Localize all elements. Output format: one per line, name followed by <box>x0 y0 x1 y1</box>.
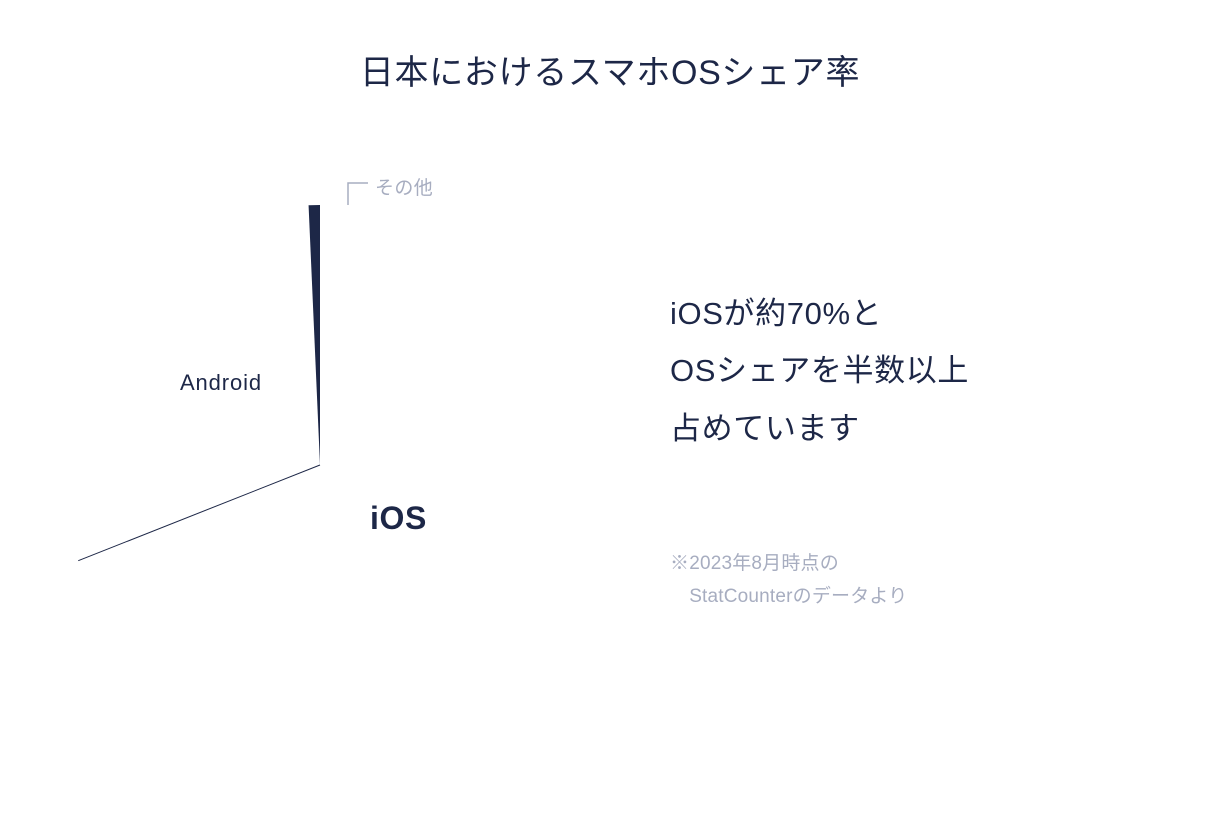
side-note-text: ※2023年8月時点の StatCounterのデータより <box>670 547 1190 614</box>
side-main-text: iOSが約70%と OSシェアを半数以上 占めています <box>670 285 1190 457</box>
chart-title: 日本におけるスマホOSシェア率 <box>0 45 1220 94</box>
other-callout-label: その他 <box>375 173 433 200</box>
pie-chart <box>60 205 580 725</box>
pie-svg <box>60 205 580 725</box>
side-text-block: iOSが約70%と OSシェアを半数以上 占めています ※2023年8月時点の … <box>670 285 1190 614</box>
pie-label-ios: iOS <box>370 500 427 537</box>
pie-label-android: Android <box>180 370 262 396</box>
